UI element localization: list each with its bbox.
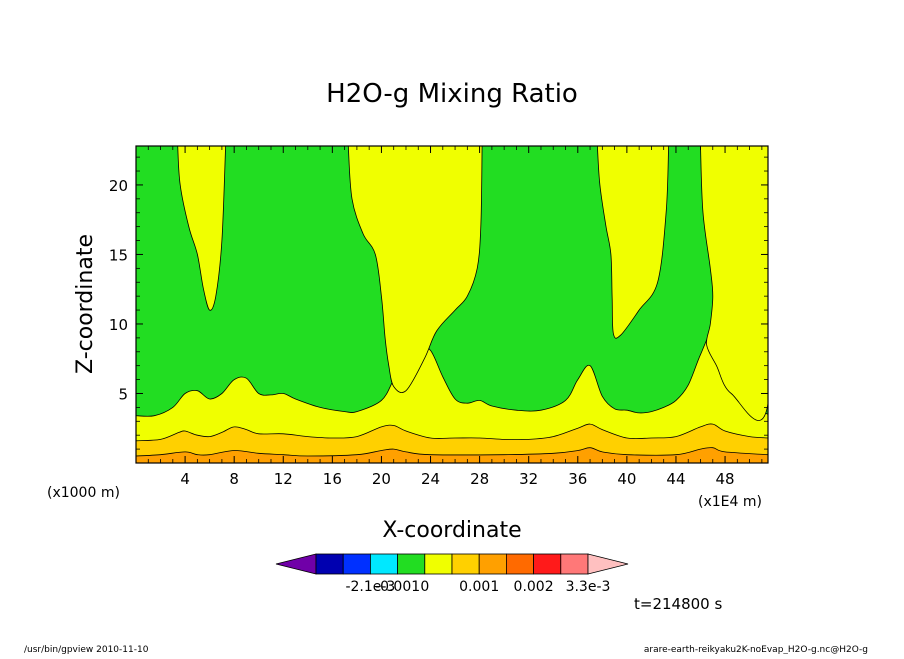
- x-tick-label: 24: [421, 470, 440, 488]
- x-tick-label: 48: [716, 470, 735, 488]
- colorbar-label: 0: [420, 579, 429, 595]
- x-tick-label: 8: [229, 470, 239, 488]
- colorbar-swatch: [424, 553, 453, 575]
- chart-title: H2O-g Mixing Ratio: [326, 79, 578, 109]
- y-tick-label: 10: [109, 316, 128, 334]
- orange-band: [136, 447, 768, 463]
- yellow-plume-1: [177, 146, 227, 311]
- colorbar-swatch: [369, 553, 398, 575]
- x-unit-note: (x1E4 m): [698, 494, 762, 510]
- plot-frame: [135, 145, 769, 464]
- footer-right: arare-earth-reikyaku2K-noEvap_H2O-g.nc@H…: [644, 645, 868, 654]
- contour-fill-layers: [136, 146, 768, 463]
- x-tick-label: 44: [666, 470, 685, 488]
- x-tick-label: 28: [470, 470, 489, 488]
- yellow-plume-4: [700, 146, 768, 421]
- x-tick-label: 4: [180, 470, 190, 488]
- x-tick-label: 32: [519, 470, 538, 488]
- y-axis-label: Z-coordinate: [73, 234, 98, 374]
- x-tick-label: 20: [372, 470, 391, 488]
- y-tick-label: 5: [118, 385, 128, 403]
- x-tick-label: 40: [617, 470, 636, 488]
- footer-left: /usr/bin/gpview 2010-11-10: [24, 645, 149, 654]
- colorbar-label: 0.002: [514, 579, 554, 595]
- colorbar-label: 3.3e-3: [566, 579, 611, 595]
- colorbar-label: -2.1e-3: [345, 579, 395, 595]
- yellow-plumes: [177, 146, 768, 421]
- colorbar: -2.1e-3-0.001 0 0.001 0.002 3.3e-3: [275, 553, 629, 595]
- y-unit-note: (x1000 m): [47, 485, 120, 501]
- y-tick-label: 15: [109, 246, 128, 264]
- x-tick-label: 16: [323, 470, 342, 488]
- x-tick-label: 36: [568, 470, 587, 488]
- colorbar-swatch: [478, 553, 507, 575]
- colorbar-label: -0.001: [375, 579, 420, 595]
- colorbar-swatch: [533, 553, 562, 575]
- yellow-plume-3: [596, 146, 670, 339]
- x-axis-label: X-coordinate: [382, 518, 521, 543]
- colorbar-swatch: [397, 553, 426, 575]
- x-tick-label: 12: [274, 470, 293, 488]
- colorbar-swatch: [560, 553, 589, 575]
- colorbar-label: 0.001: [459, 579, 499, 595]
- yellow-plume-2: [347, 146, 483, 393]
- colorbar-swatch: [342, 553, 371, 575]
- y-tick-label: 20: [109, 177, 128, 195]
- colorbar-swatch: [315, 553, 344, 575]
- time-label: t=214800 s: [634, 595, 722, 613]
- colorbar-swatch: [451, 553, 480, 575]
- colorbar-over-arrow: [587, 553, 629, 575]
- colorbar-swatch: [505, 553, 534, 575]
